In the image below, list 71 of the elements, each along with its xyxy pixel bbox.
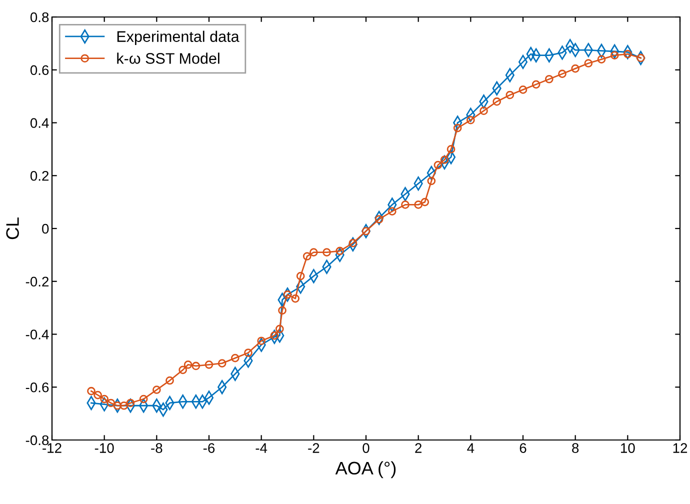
x-tick-label: 12 <box>673 443 688 453</box>
point <box>152 386 161 394</box>
y-tick-label: -0.8 <box>26 435 49 446</box>
point <box>492 97 501 106</box>
y-tick-label: 0.4 <box>30 118 49 128</box>
point <box>506 90 514 100</box>
point <box>166 376 174 385</box>
y-axis-title: CL <box>6 218 19 240</box>
point <box>302 252 312 260</box>
y-tick-label: 0.6 <box>30 65 49 76</box>
point <box>204 360 214 369</box>
point <box>434 160 442 170</box>
y-tick-label: 0.2 <box>30 170 49 181</box>
x-tick-label: 8 <box>572 443 579 453</box>
x-tick-label: -2 <box>308 443 320 453</box>
point <box>106 398 116 408</box>
point <box>139 394 148 404</box>
point <box>100 394 108 404</box>
point <box>218 359 226 368</box>
point <box>427 176 436 186</box>
point <box>257 336 266 346</box>
point <box>94 390 102 400</box>
y-tick-label: 0 <box>42 224 49 234</box>
x-tick-label: 10 <box>621 443 635 453</box>
point <box>192 362 200 370</box>
point <box>275 324 284 334</box>
point <box>545 74 554 84</box>
legend-label: Experimental data <box>117 30 240 45</box>
x-tick-label: 4 <box>467 443 474 453</box>
point <box>414 200 422 209</box>
point <box>420 198 430 206</box>
point <box>87 386 96 396</box>
point <box>291 294 300 303</box>
point <box>231 354 240 362</box>
x-tick-label: -8 <box>151 443 162 453</box>
point <box>120 401 128 410</box>
y-tick-label: 0.8 <box>30 12 49 22</box>
point <box>558 70 566 78</box>
x-tick-label: 0 <box>362 443 370 453</box>
point <box>322 248 331 256</box>
point <box>466 116 475 124</box>
point <box>310 248 318 256</box>
y-tick-label: -0.6 <box>26 382 49 392</box>
point <box>584 59 593 68</box>
x-tick-label: -4 <box>256 443 268 453</box>
point <box>571 64 580 73</box>
x-axis-title: AOA (°) <box>335 461 396 478</box>
point <box>388 207 396 216</box>
x-tick-label: -6 <box>203 443 215 453</box>
point <box>610 51 619 60</box>
point <box>518 86 528 94</box>
point <box>278 306 286 315</box>
legend-label: k-ω SST Model <box>117 52 220 64</box>
point <box>532 80 540 89</box>
point <box>401 200 410 209</box>
y-tick-label: -0.4 <box>26 330 49 340</box>
point <box>296 272 305 280</box>
point <box>244 348 252 357</box>
x-tick-label: -10 <box>94 443 114 453</box>
point <box>446 145 456 154</box>
point <box>453 124 462 132</box>
x-tick-label: 6 <box>520 443 526 453</box>
point <box>178 366 187 374</box>
point <box>597 55 606 64</box>
point <box>184 360 192 369</box>
y-tick-label: -0.2 <box>26 276 49 287</box>
x-tick-label: 2 <box>415 443 422 453</box>
point <box>126 398 135 408</box>
point <box>480 106 488 116</box>
x-tick-label: -12 <box>42 443 62 453</box>
point <box>113 401 122 410</box>
